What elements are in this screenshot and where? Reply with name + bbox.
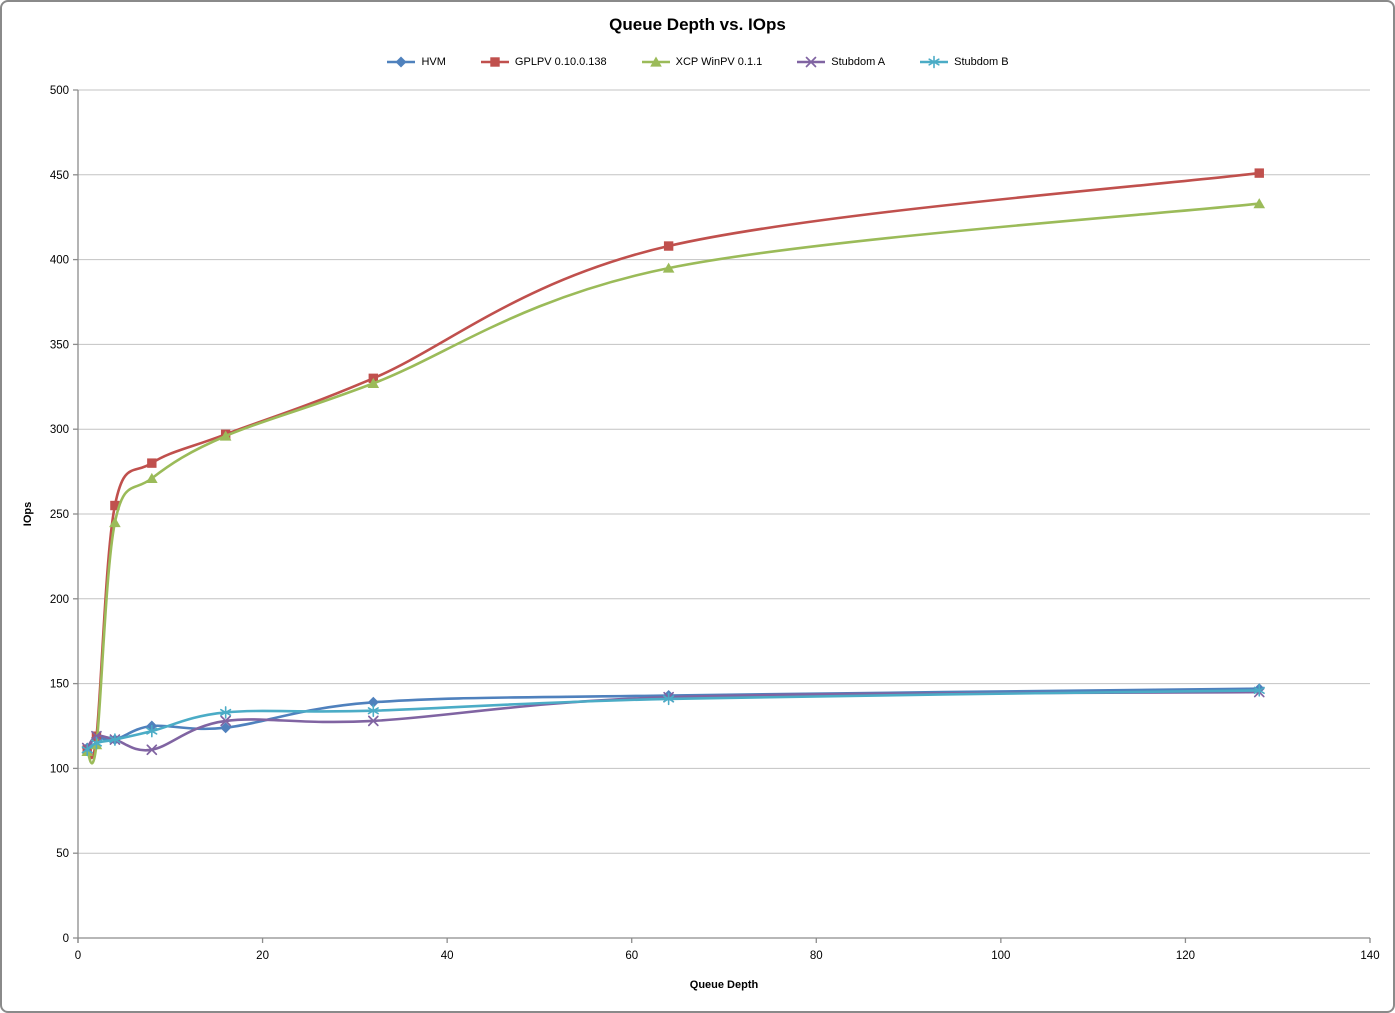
x-tick-label: 0 xyxy=(75,950,81,962)
marker-stubdom-b-x64 xyxy=(663,692,675,706)
marker-xcp-winpv-0-1-1-x64 xyxy=(662,262,675,273)
y-tick-label: 100 xyxy=(50,763,69,775)
marker-hvm-x32 xyxy=(367,696,379,708)
legend-item-stubdom-a: Stubdom A xyxy=(796,55,885,69)
marker-stubdom-b-x128 xyxy=(1253,684,1265,697)
marker-gplpv-0-10-0-138-x128 xyxy=(1254,168,1264,178)
marker-hvm-x16 xyxy=(220,722,232,734)
y-tick-label: 500 xyxy=(50,85,69,97)
y-tick-label: 0 xyxy=(63,933,69,945)
legend-swatch-diamond-icon xyxy=(387,56,416,68)
legend-swatch-triangle-icon xyxy=(641,56,670,67)
marker-stubdom-a-x16 xyxy=(220,715,232,727)
marker-gplpv-0-10-0-138-x64 xyxy=(663,241,674,251)
legend-label-hvm: HVM xyxy=(421,56,446,68)
x-tick-label: 100 xyxy=(991,950,1010,962)
y-tick-label: 250 xyxy=(50,509,69,521)
legend-marker-hvm xyxy=(395,56,407,68)
legend-marker-stubdom-b xyxy=(928,55,940,69)
x-tick-label: 60 xyxy=(625,950,638,962)
chart-title: Queue Depth vs. IOps xyxy=(609,15,786,34)
series-line-gplpv-0-10-0-138 xyxy=(85,171,1261,760)
y-tick-label: 200 xyxy=(50,594,69,606)
marker-stubdom-b-x1 xyxy=(81,743,93,757)
legend-marker-xcp-winpv-0-1-1 xyxy=(649,56,662,67)
legend-label-stubdom-b: Stubdom B xyxy=(954,56,1009,68)
y-axis-title: IOps xyxy=(22,501,34,527)
legend-swatch-square-icon xyxy=(480,57,509,67)
legend-swatch-x-icon xyxy=(797,56,826,68)
marker-xcp-winpv-0-1-1-x128 xyxy=(1253,198,1266,209)
legend-marker-gplpv-0-10-0-138 xyxy=(490,57,500,67)
marker-xcp-winpv-0-1-1-x32 xyxy=(367,377,380,389)
marker-stubdom-a-x2 xyxy=(91,730,102,742)
x-tick-label: 20 xyxy=(256,950,269,962)
legend-label-xcp-winpv-0-1-1: XCP WinPV 0.1.1 xyxy=(675,56,763,68)
marker-gplpv-0-10-0-138-x8 xyxy=(147,458,157,468)
marker-gplpv-0-10-0-138-x4 xyxy=(110,500,120,511)
legend-swatch-star-icon xyxy=(920,55,949,69)
x-tick-label: 80 xyxy=(810,950,823,962)
legend-item-hvm: HVM xyxy=(386,55,446,69)
marker-stubdom-b-x4 xyxy=(109,733,121,746)
legend-label-stubdom-a: Stubdom A xyxy=(831,56,886,68)
y-tick-label: 50 xyxy=(56,848,69,860)
marker-stubdom-a-x32 xyxy=(367,715,379,727)
marker-xcp-winpv-0-1-1-x8 xyxy=(146,472,158,483)
marker-stubdom-b-x8 xyxy=(146,724,158,738)
y-tick-label: 350 xyxy=(50,339,69,351)
x-tick-label: 120 xyxy=(1176,950,1195,962)
series-line-xcp-winpv-0-1-1 xyxy=(85,202,1261,765)
marker-stubdom-b-x16 xyxy=(220,706,232,719)
y-tick-label: 450 xyxy=(50,170,69,182)
y-tick-label: 400 xyxy=(50,255,69,267)
series-stubdom-b xyxy=(81,684,1265,757)
marker-stubdom-a-x8 xyxy=(146,744,158,756)
legend-marker-stubdom-a xyxy=(805,56,817,68)
marker-stubdom-b-x2 xyxy=(90,736,103,750)
x-tick-label: 40 xyxy=(441,950,454,962)
y-tick-label: 300 xyxy=(50,424,69,436)
series-gplpv-0-10-0-138 xyxy=(82,168,1264,760)
x-axis-title: Queue Depth xyxy=(689,979,759,991)
marker-xcp-winpv-0-1-1-x16 xyxy=(219,430,232,441)
legend-label-gplpv-0-10-0-138: GPLPV 0.10.0.138 xyxy=(514,56,607,68)
legend-item-xcp-winpv-0-1-1: XCP WinPV 0.1.1 xyxy=(641,55,763,69)
legend-item-gplpv-0-10-0-138: GPLPV 0.10.0.138 xyxy=(480,55,607,69)
x-tick-label: 140 xyxy=(1360,950,1379,962)
marker-xcp-winpv-0-1-1-x4 xyxy=(109,516,121,528)
series-line-stubdom-a xyxy=(85,690,1261,752)
marker-stubdom-b-x32 xyxy=(367,704,379,718)
legend-item-stubdom-b: Stubdom B xyxy=(919,55,1009,69)
series-line-stubdom-b xyxy=(85,689,1261,752)
legend: HVM GPLPV 0.10.0.138 XCP WinPV 0.1.1 Stubdo… xyxy=(2,55,1393,69)
series-xcp-winpv-0-1-1 xyxy=(81,198,1266,765)
y-tick-label: 150 xyxy=(50,679,69,691)
